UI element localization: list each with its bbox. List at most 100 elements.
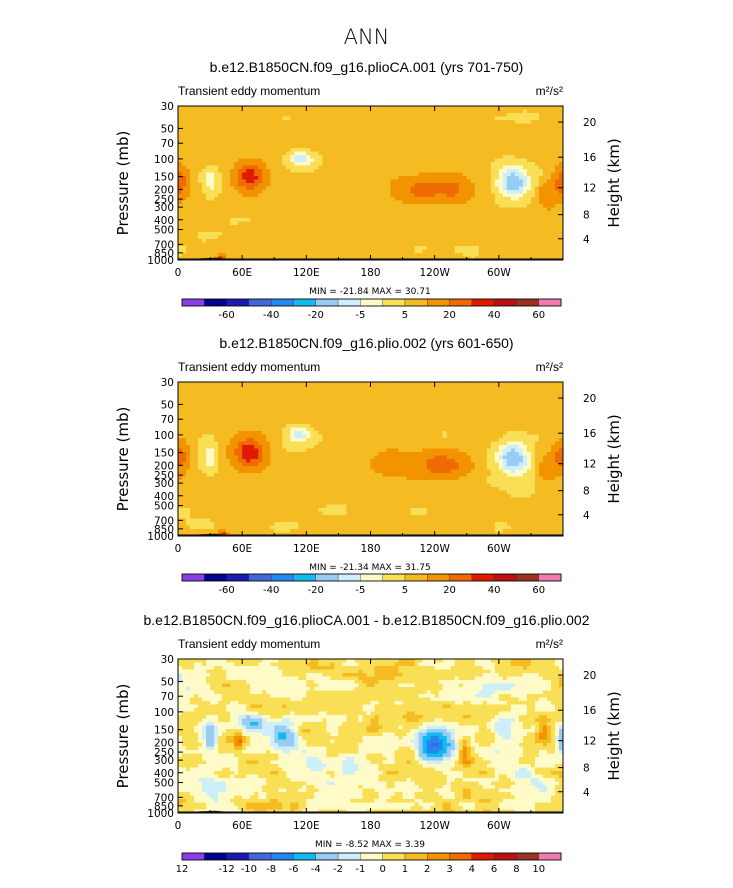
heatmap-cell	[326, 235, 331, 240]
heatmap-cell	[554, 134, 560, 139]
heatmap-cell	[518, 165, 524, 170]
heatmap-cell	[382, 148, 388, 153]
heatmap-cell	[270, 127, 275, 132]
heatmap-cell	[466, 179, 472, 184]
heatmap-cell	[518, 399, 524, 404]
heatmap-cell	[254, 116, 259, 121]
heatmap-cell	[462, 232, 468, 237]
heatmap-cell	[542, 176, 548, 181]
heatmap-cell	[206, 389, 211, 394]
heatmap-cell	[354, 256, 360, 260]
heatmap-cell	[466, 214, 472, 219]
heatmap-cell	[438, 179, 444, 184]
heatmap-cell	[446, 155, 452, 160]
heatmap-cell	[210, 186, 215, 191]
heatmap-cell	[282, 144, 287, 149]
heatmap-cell	[274, 120, 279, 125]
heatmap-cell	[302, 120, 307, 125]
heatmap-cell	[394, 179, 400, 184]
heatmap-cell	[250, 242, 255, 247]
heatmap-cell	[226, 158, 231, 163]
heatmap-cell	[390, 389, 396, 394]
heatmap-cell	[326, 214, 331, 219]
heatmap-cell	[406, 116, 412, 121]
heatmap-cell	[350, 256, 356, 260]
heatmap-cell	[246, 193, 251, 198]
heatmap-cell	[414, 211, 420, 216]
heatmap-cell	[218, 399, 223, 404]
heatmap-cell	[322, 225, 327, 230]
heatmap-cell	[214, 239, 219, 244]
heatmap-cell	[214, 148, 219, 153]
heatmap-cell	[478, 239, 484, 244]
heatmap-cell	[310, 232, 315, 237]
heatmap-cell	[486, 120, 492, 125]
heatmap-cell	[286, 253, 291, 258]
heatmap-cell	[546, 385, 552, 390]
heatmap-cell	[558, 141, 563, 146]
heatmap-cell	[294, 158, 299, 163]
heatmap-cell	[450, 158, 456, 163]
heatmap-cell	[338, 382, 344, 387]
heatmap-cell	[294, 228, 299, 233]
heatmap-cell	[346, 172, 352, 177]
heatmap-cell	[214, 235, 219, 240]
heatmap-cell	[530, 134, 536, 139]
y-axis-label: Pressure (mb)	[114, 131, 132, 236]
heatmap-cell	[414, 141, 420, 146]
heatmap-cell	[362, 214, 368, 219]
heatmap-cell	[238, 385, 243, 390]
heatmap-cell	[398, 134, 404, 139]
heatmap-cell	[234, 176, 239, 181]
heatmap-cell	[306, 172, 311, 177]
heatmap-cell	[218, 235, 223, 240]
heatmap-cell	[318, 204, 323, 209]
heatmap-cell	[182, 183, 187, 188]
heatmap-cell	[382, 232, 388, 237]
heatmap-cell	[462, 239, 468, 244]
heatmap-cell	[550, 155, 556, 160]
height-tick-label: 20	[583, 117, 596, 129]
heatmap-cell	[326, 190, 331, 195]
heatmap-cell	[482, 396, 488, 401]
heatmap-cell	[358, 246, 364, 251]
heatmap-cell	[430, 109, 436, 114]
heatmap-cell	[422, 144, 428, 149]
heatmap-cell	[526, 169, 532, 174]
heatmap-cell	[430, 172, 436, 177]
heatmap-cell	[234, 221, 239, 226]
heatmap-cell	[210, 197, 215, 202]
heatmap-cell	[402, 172, 408, 177]
heatmap-cell	[302, 385, 307, 390]
heatmap-cell	[238, 148, 243, 153]
heatmap-cell	[406, 204, 412, 209]
heatmap-cell	[354, 190, 360, 195]
heatmap-cell	[302, 106, 307, 111]
heatmap-cell	[230, 232, 235, 237]
heatmap-cell	[506, 239, 512, 244]
heatmap-cell	[330, 399, 336, 404]
heatmap-cell	[358, 253, 364, 258]
heatmap-cell	[478, 392, 484, 397]
heatmap-cell	[254, 179, 259, 184]
heatmap-cell	[246, 246, 251, 251]
heatmap-cell	[506, 158, 512, 163]
heatmap-cell	[366, 389, 372, 394]
heatmap-cell	[398, 200, 404, 205]
heatmap-cell	[350, 193, 356, 198]
heatmap-cell	[358, 151, 364, 156]
heatmap-cell	[470, 204, 476, 209]
heatmap-cell	[422, 169, 428, 174]
heatmap-cell	[370, 221, 376, 226]
heatmap-cell	[474, 256, 480, 260]
heatmap-cell	[494, 193, 500, 198]
y-tick-label: 400	[154, 215, 174, 227]
heatmap-cell	[342, 123, 348, 128]
heatmap-cell	[282, 207, 287, 212]
heatmap-cell	[454, 148, 460, 153]
heatmap-cell	[530, 382, 536, 387]
heatmap-cell	[354, 249, 360, 254]
heatmap-cell	[246, 211, 251, 216]
heatmap-cell	[502, 200, 508, 205]
heatmap-cell	[522, 148, 528, 153]
